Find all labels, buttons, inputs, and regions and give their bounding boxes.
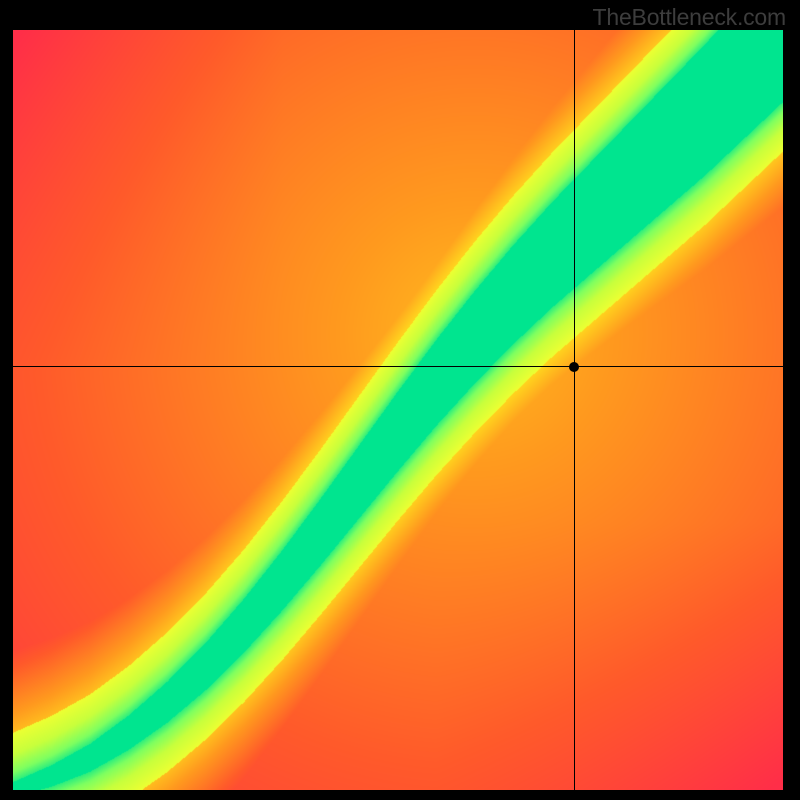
bottleneck-heatmap <box>13 30 783 790</box>
watermark-text: TheBottleneck.com <box>593 4 786 31</box>
crosshair-horizontal <box>13 366 783 367</box>
crosshair-marker <box>569 362 579 372</box>
crosshair-vertical <box>574 30 575 790</box>
